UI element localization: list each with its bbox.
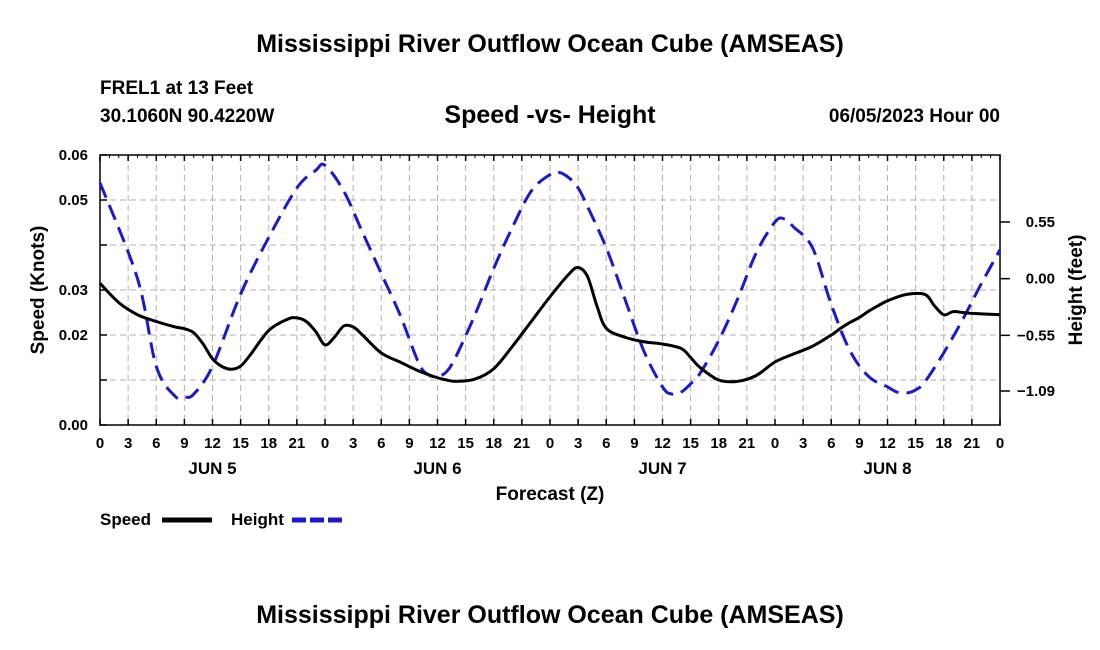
x-tick-label: 3 (124, 435, 132, 452)
x-tick-label: 21 (514, 435, 531, 452)
x-tick-label: 0 (996, 435, 1004, 452)
x-tick-label: 6 (152, 435, 160, 452)
x-tick-label: 3 (799, 435, 807, 452)
station-label: FREL1 at 13 Feet (100, 78, 254, 99)
x-tick-label: 15 (682, 435, 699, 452)
x-axis-label: Forecast (Z) (496, 484, 605, 505)
x-tick-label: 12 (204, 435, 221, 452)
x-tick-label: 3 (349, 435, 357, 452)
x-tick-label: 21 (964, 435, 981, 452)
y-axis-label: Speed (Knots) (28, 226, 49, 355)
page-title: Mississippi River Outflow Ocean Cube (AM… (256, 30, 844, 58)
y2-tick-label: 0.00 (1026, 271, 1055, 288)
y-tick-label: 0.00 (59, 417, 88, 434)
x-tick-label: 0 (321, 435, 329, 452)
x-tick-label: 9 (180, 435, 188, 452)
x-tick-label: 0 (771, 435, 779, 452)
y-tick-label: 0.06 (59, 147, 88, 164)
day-labels: JUN 5 JUN 6 JUN 7 JUN 8 (188, 459, 911, 478)
chart-title: Speed -vs- Height (444, 101, 656, 129)
speed-series-line (98, 265, 1001, 384)
x-tick-label: 12 (429, 435, 446, 452)
y2-axis-ticks: 0.55 0.00 −0.55 −1.09 (1000, 214, 1055, 400)
x-tick-label: 6 (827, 435, 835, 452)
x-tick-label: 15 (907, 435, 924, 452)
y-tick-label: 0.05 (59, 192, 88, 209)
x-tick-label: 9 (630, 435, 638, 452)
x-tick-label: 0 (96, 435, 104, 452)
x-tick-label: 21 (289, 435, 306, 452)
x-tick-label: 18 (935, 435, 952, 452)
day-label: JUN 5 (188, 459, 236, 478)
x-tick-label: 6 (602, 435, 610, 452)
legend-speed-label: Speed (100, 510, 151, 529)
speed-height-chart: 0 3 6 9 12 15 18 21 0 3 6 9 12 15 18 21 0 3 6 9 12 15 18 21 0 3 6 9… (28, 147, 1087, 529)
x-tick-label: 12 (654, 435, 671, 452)
y2-tick-label: 0.55 (1026, 214, 1055, 231)
x-tick-label: 12 (879, 435, 896, 452)
y2-axis-label: Height (feet) (1066, 235, 1087, 346)
x-tick-label: 3 (574, 435, 582, 452)
y-tick-label: 0.03 (59, 282, 88, 299)
y2-tick-label: −1.09 (1017, 383, 1055, 400)
y2-tick-label: −0.55 (1017, 327, 1055, 344)
grid-lines (100, 155, 1000, 425)
x-tick-label: 15 (457, 435, 474, 452)
day-label: JUN 6 (413, 459, 461, 478)
footer-title: Mississippi River Outflow Ocean Cube (AM… (256, 601, 844, 629)
x-tick-label: 0 (546, 435, 554, 452)
x-tick-label: 18 (260, 435, 277, 452)
x-tick-label: 9 (405, 435, 413, 452)
x-tick-label: 6 (377, 435, 385, 452)
day-label: JUN 8 (863, 459, 911, 478)
x-axis-ticks: 0 3 6 9 12 15 18 21 0 3 6 9 12 15 18 21 0 3 6 9 12 15 18 21 0 3 6 9… (96, 155, 1004, 452)
x-tick-label: 18 (485, 435, 502, 452)
x-tick-label: 9 (855, 435, 863, 452)
x-tick-label: 21 (739, 435, 756, 452)
coordinates-label: 30.1060N 90.4220W (100, 106, 275, 127)
y-tick-label: 0.02 (59, 327, 88, 344)
legend-height-label: Height (231, 510, 284, 529)
day-label: JUN 7 (638, 459, 686, 478)
x-tick-label: 15 (232, 435, 249, 452)
x-tick-label: 18 (710, 435, 727, 452)
forecast-datetime: 06/05/2023 Hour 00 (828, 106, 1000, 127)
y-axis-ticks: 0.00 0.02 0.03 0.05 0.06 (59, 147, 107, 434)
